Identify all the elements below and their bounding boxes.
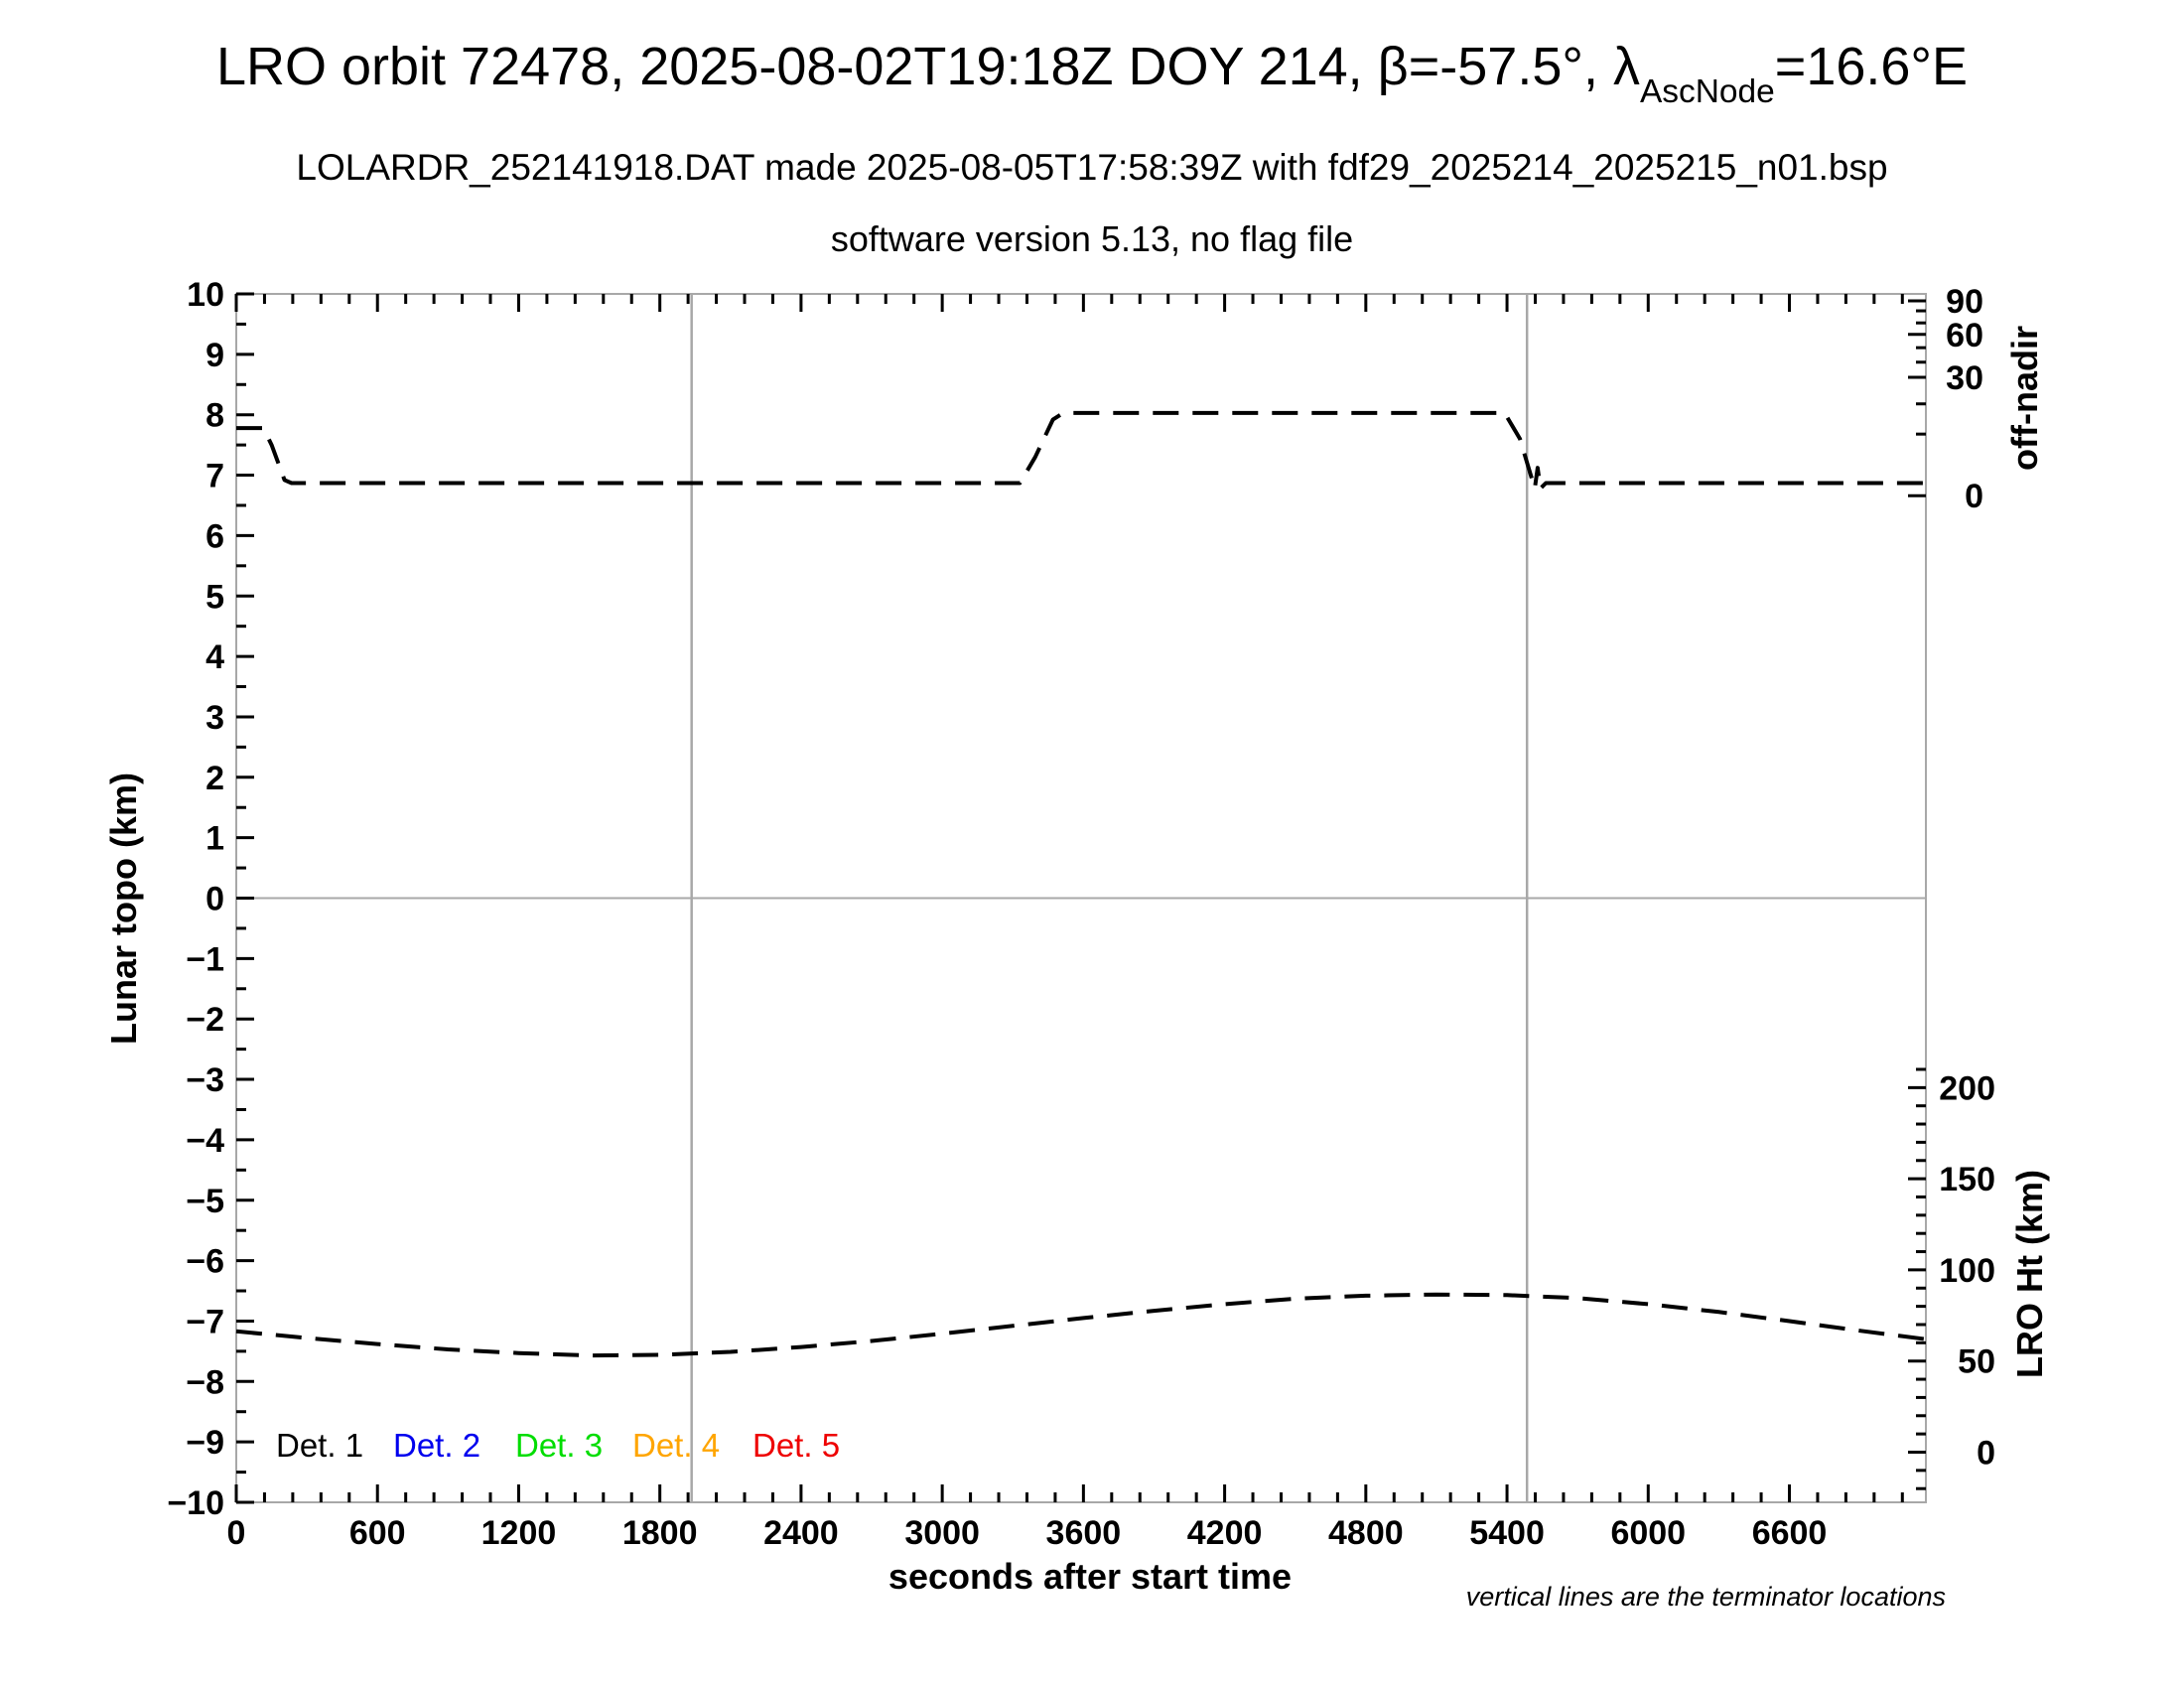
left-tick-label: 3 bbox=[205, 699, 224, 737]
legend-item-det2: Det. 2 bbox=[393, 1427, 481, 1464]
lro-height-curve bbox=[235, 1292, 1927, 1358]
title-text-post: =16.6°E bbox=[1774, 37, 1969, 96]
left-tick-label: 2 bbox=[205, 760, 224, 797]
left-tick-label: 10 bbox=[187, 276, 224, 314]
plot-subtitle: LOLARDR_252141918.DAT made 2025-08-05T17… bbox=[296, 147, 1888, 188]
left-tick-label: −6 bbox=[186, 1243, 224, 1281]
off-nadir-curve bbox=[236, 410, 1926, 491]
left-axis-title: Lunar topo (km) bbox=[103, 773, 144, 1045]
left-tick-label: 7 bbox=[205, 458, 224, 495]
left-tick-label: −2 bbox=[186, 1001, 224, 1039]
left-tick-label: −8 bbox=[186, 1363, 224, 1401]
x-tick-label: 6600 bbox=[1752, 1514, 1828, 1552]
offnadir-tick-label: 90 bbox=[1946, 283, 1983, 321]
offnadir-tick-label: 0 bbox=[1965, 478, 1983, 515]
x-tick-label: 1200 bbox=[481, 1514, 557, 1552]
lroht-tick-label: 100 bbox=[1939, 1252, 1995, 1290]
right-top-axis-title: off-nadir bbox=[2004, 326, 2045, 471]
legend-item-det3: Det. 3 bbox=[515, 1427, 604, 1464]
left-tick-label: −3 bbox=[186, 1061, 224, 1099]
lroht-tick-label: 50 bbox=[1958, 1343, 1995, 1381]
left-tick-label: 0 bbox=[205, 881, 224, 918]
x-tick-label: 4200 bbox=[1187, 1514, 1263, 1552]
left-tick-label: 6 bbox=[205, 517, 224, 555]
plot-subtitle-line2: software version 5.13, no flag file bbox=[830, 218, 1354, 259]
title-subscript: AscNode bbox=[1639, 72, 1775, 110]
left-tick-label: −9 bbox=[186, 1424, 224, 1462]
left-tick-label: 4 bbox=[205, 638, 224, 676]
left-tick-label: 8 bbox=[205, 397, 224, 435]
left-tick-label: 9 bbox=[205, 337, 224, 374]
right-bottom-axis-title: LRO Ht (km) bbox=[2009, 1170, 2050, 1378]
left-tick-label: −10 bbox=[167, 1484, 224, 1522]
x-tick-label: 4800 bbox=[1328, 1514, 1404, 1552]
x-tick-label: 3000 bbox=[904, 1514, 980, 1552]
legend-item-det4: Det. 4 bbox=[632, 1427, 721, 1464]
left-tick-label: 1 bbox=[205, 820, 224, 858]
x-tick-label: 2400 bbox=[763, 1514, 839, 1552]
left-tick-label: −4 bbox=[186, 1122, 224, 1160]
legend-item-det1: Det. 1 bbox=[276, 1427, 364, 1464]
left-tick-label: −5 bbox=[186, 1183, 224, 1220]
terminator-footnote: vertical lines are the terminator locati… bbox=[1465, 1582, 1946, 1612]
lroht-tick-label: 0 bbox=[1977, 1434, 1995, 1472]
legend-item-det5: Det. 5 bbox=[752, 1427, 841, 1464]
offnadir-tick-label: 60 bbox=[1946, 317, 1983, 354]
title-text-pre: LRO orbit 72478, 2025-08-02T19:18Z DOY 2… bbox=[215, 37, 1640, 96]
lroht-tick-label: 200 bbox=[1939, 1069, 1995, 1107]
left-tick-label: −1 bbox=[186, 940, 224, 978]
left-tick-label: 5 bbox=[205, 578, 224, 616]
left-tick-label: −7 bbox=[186, 1303, 224, 1340]
x-tick-label: 5400 bbox=[1469, 1514, 1545, 1552]
x-tick-label: 1800 bbox=[622, 1514, 698, 1552]
x-axis-title: seconds after start time bbox=[887, 1556, 1293, 1597]
x-tick-label: 6000 bbox=[1610, 1514, 1686, 1552]
x-tick-label: 0 bbox=[227, 1514, 246, 1552]
x-tick-label: 600 bbox=[349, 1514, 406, 1552]
page-title: LRO orbit 72478, 2025-08-02T19:18Z DOY 2… bbox=[0, 36, 2184, 110]
x-tick-label: 3600 bbox=[1046, 1514, 1122, 1552]
lroht-tick-label: 150 bbox=[1939, 1161, 1995, 1198]
offnadir-tick-label: 30 bbox=[1946, 359, 1983, 397]
